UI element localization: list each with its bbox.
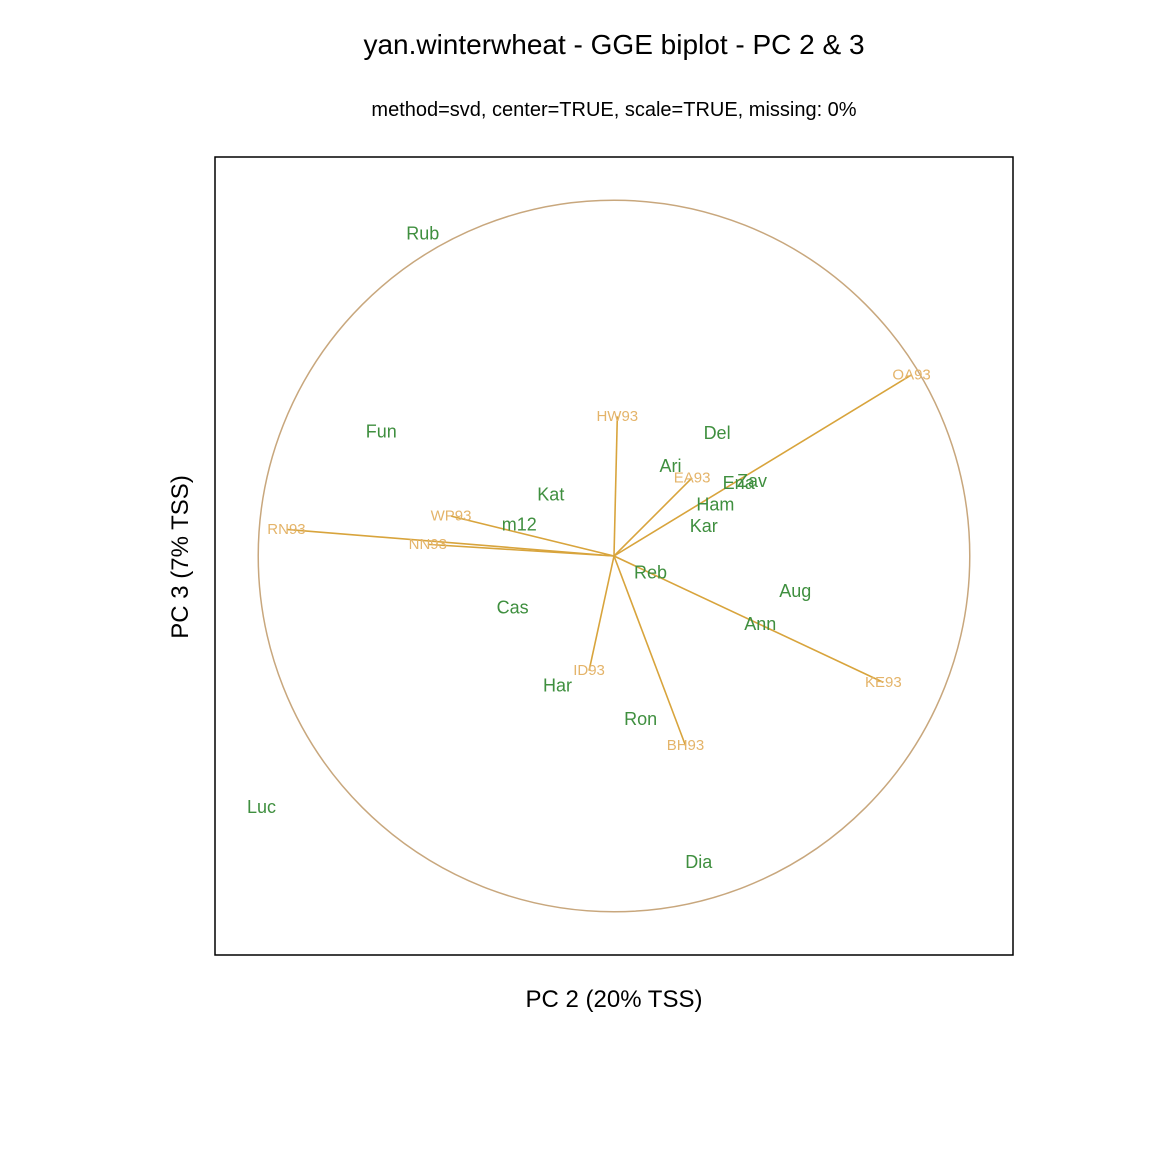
genotype-label: Dia <box>685 852 713 872</box>
environment-label: BH93 <box>667 737 705 754</box>
genotype-label: Kat <box>537 484 564 504</box>
environment-labels: OA93 HW93 EA93 WP93 RN93 NN93 ID93 BH93 KE93 <box>267 366 930 754</box>
genotype-label: Ena <box>723 473 756 493</box>
chart-title: yan.winterwheat - GGE biplot - PC 2 & 3 <box>363 29 864 60</box>
genotype-label: Ann <box>744 614 776 634</box>
genotype-label: Kar <box>690 516 718 536</box>
genotype-label: Reb <box>634 563 667 583</box>
environment-vector <box>427 543 615 557</box>
environment-vector <box>450 515 615 557</box>
environment-label: ID93 <box>573 662 605 679</box>
environment-label: HW93 <box>596 408 638 425</box>
environment-vector <box>613 477 693 557</box>
genotype-label: Del <box>704 423 731 443</box>
environment-vectors <box>286 374 913 746</box>
environment-vector <box>613 555 687 746</box>
genotype-label: Zav <box>737 471 767 491</box>
environment-label: WP93 <box>431 508 472 525</box>
environment-label: EA93 <box>674 469 711 486</box>
environment-label: OA93 <box>892 366 930 383</box>
plot-frame <box>214 156 1014 956</box>
genotype-label: Ham <box>696 494 734 514</box>
unit-circle <box>257 199 971 913</box>
chart-subtitle: method=svd, center=TRUE, scale=TRUE, mis… <box>371 99 856 121</box>
environment-vector <box>588 555 615 671</box>
x-axis-label: PC 2 (20% TSS) <box>526 986 703 1013</box>
environment-label: NN93 <box>409 536 447 553</box>
genotype-label: Ron <box>624 709 657 729</box>
genotype-label: Ari <box>660 456 682 476</box>
genotype-label: Rub <box>406 223 439 243</box>
genotype-label: Fun <box>366 421 397 441</box>
environment-vector <box>613 374 913 557</box>
environment-vector <box>286 528 615 557</box>
circle-outline <box>257 199 971 913</box>
genotype-label: Aug <box>779 581 811 601</box>
environment-label: RN93 <box>267 521 305 538</box>
genotype-label: Luc <box>247 797 276 817</box>
environment-vector <box>613 555 884 684</box>
environment-label: KE93 <box>865 674 902 691</box>
genotype-label: Cas <box>497 598 529 618</box>
genotype-label: Har <box>543 676 572 696</box>
y-axis-label: PC 3 (7% TSS) <box>167 475 194 639</box>
genotype-label: m12 <box>502 514 537 534</box>
environment-vector <box>613 416 619 557</box>
